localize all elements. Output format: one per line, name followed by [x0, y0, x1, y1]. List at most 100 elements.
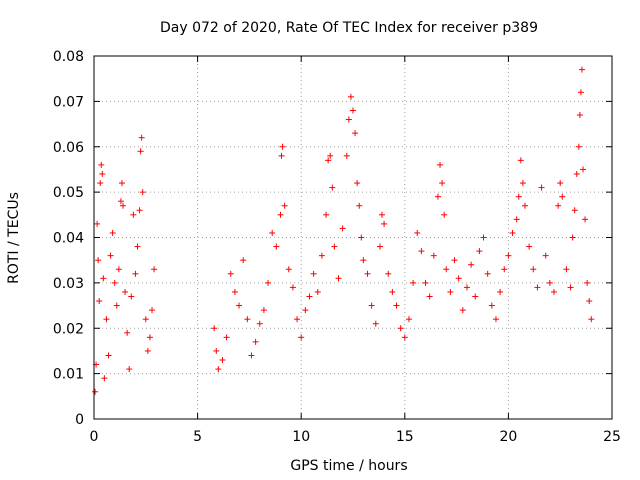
data-point-0-68	[327, 152, 334, 159]
data-point-0-59	[294, 316, 301, 323]
data-point-0-103	[441, 211, 448, 218]
data-point-0-124	[519, 180, 526, 187]
data-point-0-16	[115, 266, 122, 273]
data-point-0-58	[289, 284, 296, 291]
data-point-0-118	[501, 266, 508, 273]
data-point-0-8	[100, 275, 107, 282]
data-point-0-54	[278, 152, 285, 159]
data-point-0-98	[426, 293, 433, 300]
data-point-0-9	[101, 375, 108, 382]
data-point-0-148	[586, 298, 593, 305]
data-point-0-83	[368, 302, 375, 309]
data-point-0-60	[298, 334, 305, 341]
data-point-0-142	[576, 111, 583, 118]
x-axis-label: GPS time / hours	[290, 458, 407, 474]
data-point-0-101	[437, 161, 444, 168]
data-point-0-65	[318, 252, 325, 259]
data-point-0-87	[381, 220, 388, 227]
data-point-0-100	[434, 193, 441, 200]
x-tick-label-2: 10	[292, 429, 310, 445]
data-point-0-43	[236, 302, 243, 309]
data-point-0-146	[582, 216, 589, 223]
data-point-0-35	[151, 266, 158, 273]
data-point-0-116	[492, 316, 499, 323]
data-points	[92, 66, 595, 395]
x-axis-ticks: 0 5 10 15 20 25	[90, 56, 621, 445]
data-point-0-61	[302, 307, 309, 314]
data-point-0-122	[515, 193, 522, 200]
data-point-0-48	[256, 320, 263, 327]
data-point-0-50	[265, 279, 272, 286]
data-point-0-81	[360, 257, 367, 264]
data-point-0-86	[379, 211, 386, 218]
data-point-0-121	[513, 216, 520, 223]
data-point-0-5	[97, 180, 104, 187]
y-axis-label: ROTI / TECUs	[6, 192, 22, 284]
data-point-0-129	[538, 184, 545, 191]
data-point-0-78	[354, 180, 361, 187]
data-point-0-72	[339, 225, 346, 232]
data-point-0-120	[509, 229, 516, 236]
y-tick-label-2: 0.02	[53, 321, 84, 337]
data-point-0-52	[273, 243, 280, 250]
data-point-0-33	[146, 334, 153, 341]
y-tick-label-3: 0.03	[53, 276, 84, 292]
data-point-0-53	[277, 211, 284, 218]
data-point-0-79	[356, 202, 363, 209]
y-tick-label-0: 0	[75, 412, 84, 428]
data-point-0-104	[443, 266, 450, 273]
data-point-0-18	[118, 180, 125, 187]
data-point-0-66	[323, 211, 330, 218]
data-point-0-128	[534, 284, 541, 291]
data-point-0-30	[139, 189, 146, 196]
data-point-0-7	[99, 170, 106, 177]
data-point-0-42	[231, 288, 238, 295]
data-point-0-44	[240, 257, 247, 264]
data-point-0-75	[347, 93, 354, 100]
data-point-0-29	[138, 134, 145, 141]
data-point-0-13	[109, 229, 116, 236]
data-point-0-126	[526, 243, 533, 250]
x-tick-label-5: 25	[603, 429, 621, 445]
data-point-0-99	[430, 252, 437, 259]
data-point-0-145	[579, 166, 586, 173]
data-point-0-117	[497, 288, 504, 295]
data-point-0-11	[105, 352, 112, 359]
data-point-0-25	[132, 270, 139, 277]
data-point-0-45	[244, 316, 251, 323]
data-point-0-77	[352, 130, 359, 137]
data-point-0-137	[567, 284, 574, 291]
data-point-0-6	[98, 161, 105, 168]
data-point-0-74	[345, 116, 352, 123]
data-point-0-37	[213, 347, 220, 354]
data-point-0-138	[569, 234, 576, 241]
data-point-0-24	[130, 211, 137, 218]
data-point-0-41	[227, 270, 234, 277]
data-point-0-136	[563, 266, 570, 273]
x-tick-label-0: 0	[90, 429, 99, 445]
data-point-0-132	[550, 288, 557, 295]
data-point-0-144	[578, 66, 585, 73]
data-point-0-140	[573, 170, 580, 177]
data-point-0-149	[588, 316, 595, 323]
data-point-0-123	[517, 157, 524, 164]
data-point-0-46	[248, 352, 255, 359]
data-point-0-28	[137, 148, 144, 155]
y-tick-label-1: 0.01	[53, 367, 84, 383]
data-point-0-96	[418, 248, 425, 255]
data-point-0-23	[128, 293, 135, 300]
data-point-0-34	[149, 307, 156, 314]
data-point-0-108	[459, 307, 466, 314]
data-point-0-91	[397, 325, 404, 332]
data-point-0-134	[557, 180, 564, 187]
data-point-0-22	[126, 366, 133, 373]
grid-lines	[94, 56, 612, 419]
data-point-0-73	[343, 152, 350, 159]
data-point-0-80	[358, 234, 365, 241]
data-point-0-40	[223, 334, 230, 341]
data-point-0-125	[521, 202, 528, 209]
data-point-0-127	[530, 266, 537, 273]
data-point-0-76	[350, 107, 356, 114]
data-point-0-109	[463, 284, 470, 291]
